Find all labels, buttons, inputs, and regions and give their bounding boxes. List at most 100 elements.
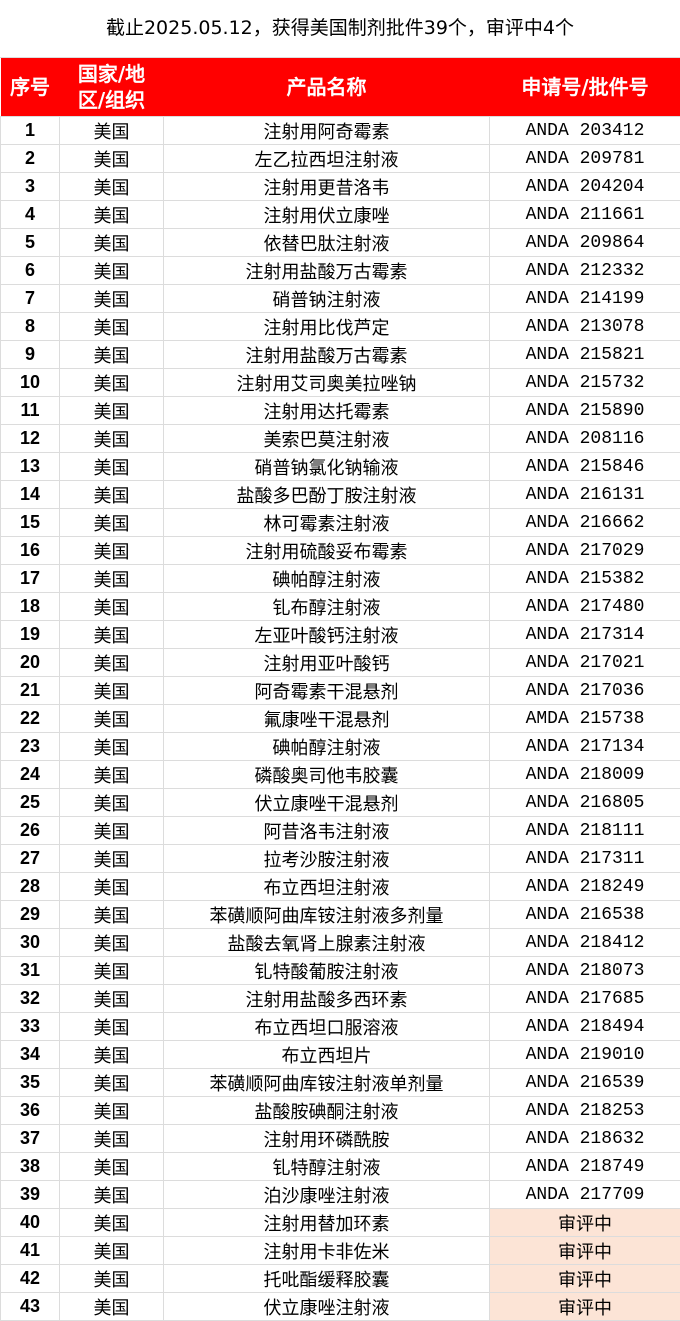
row-country: 美国 <box>60 1209 164 1237</box>
row-application: ANDA 218111 <box>490 817 680 845</box>
row-application: ANDA 218253 <box>490 1097 680 1125</box>
row-application: ANDA 216662 <box>490 509 680 537</box>
row-index: 8 <box>1 313 60 341</box>
row-country: 美国 <box>60 201 164 229</box>
row-country: 美国 <box>60 649 164 677</box>
row-application: ANDA 217134 <box>490 733 680 761</box>
row-country: 美国 <box>60 901 164 929</box>
row-product: 盐酸多巴酚丁胺注射液 <box>164 481 490 509</box>
row-country: 美国 <box>60 425 164 453</box>
row-country: 美国 <box>60 1013 164 1041</box>
row-index: 28 <box>1 873 60 901</box>
row-product: 硝普钠注射液 <box>164 285 490 313</box>
row-index: 15 <box>1 509 60 537</box>
row-index: 2 <box>1 145 60 173</box>
row-application: ANDA 215382 <box>490 565 680 593</box>
row-product: 依替巴肽注射液 <box>164 229 490 257</box>
row-product: 注射用阿奇霉素 <box>164 117 490 145</box>
row-country: 美国 <box>60 705 164 733</box>
row-index: 11 <box>1 397 60 425</box>
row-index: 3 <box>1 173 60 201</box>
row-product: 苯磺顺阿曲库铵注射液多剂量 <box>164 901 490 929</box>
row-index: 42 <box>1 1265 60 1293</box>
row-index: 12 <box>1 425 60 453</box>
row-application: ANDA 215890 <box>490 397 680 425</box>
row-country: 美国 <box>60 677 164 705</box>
row-application: ANDA 217480 <box>490 593 680 621</box>
row-country: 美国 <box>60 341 164 369</box>
row-index: 40 <box>1 1209 60 1237</box>
row-country: 美国 <box>60 845 164 873</box>
row-product: 注射用盐酸万古霉素 <box>164 341 490 369</box>
row-product: 林可霉素注射液 <box>164 509 490 537</box>
row-product: 硝普钠氯化钠输液 <box>164 453 490 481</box>
row-index: 39 <box>1 1181 60 1209</box>
row-country: 美国 <box>60 789 164 817</box>
row-application: 审评中 <box>490 1293 680 1321</box>
row-product: 磷酸奥司他韦胶囊 <box>164 761 490 789</box>
row-product: 钆特醇注射液 <box>164 1153 490 1181</box>
row-application: ANDA 217021 <box>490 649 680 677</box>
row-index: 29 <box>1 901 60 929</box>
row-index: 23 <box>1 733 60 761</box>
row-index: 16 <box>1 537 60 565</box>
row-country: 美国 <box>60 761 164 789</box>
row-index: 18 <box>1 593 60 621</box>
row-country: 美国 <box>60 1237 164 1265</box>
row-product: 阿昔洛韦注射液 <box>164 817 490 845</box>
row-country: 美国 <box>60 733 164 761</box>
row-index: 32 <box>1 985 60 1013</box>
row-product: 布立西坦片 <box>164 1041 490 1069</box>
row-application: ANDA 213078 <box>490 313 680 341</box>
row-index: 33 <box>1 1013 60 1041</box>
row-index: 36 <box>1 1097 60 1125</box>
row-product: 伏立康唑注射液 <box>164 1293 490 1321</box>
row-application: ANDA 208116 <box>490 425 680 453</box>
row-country: 美国 <box>60 481 164 509</box>
row-product: 伏立康唑干混悬剂 <box>164 789 490 817</box>
row-product: 托吡酯缓释胶囊 <box>164 1265 490 1293</box>
row-application: ANDA 218412 <box>490 929 680 957</box>
row-application: ANDA 218249 <box>490 873 680 901</box>
row-product: 苯磺顺阿曲库铵注射液单剂量 <box>164 1069 490 1097</box>
row-index: 30 <box>1 929 60 957</box>
row-product: 盐酸胺碘酮注射液 <box>164 1097 490 1125</box>
row-index: 4 <box>1 201 60 229</box>
row-application: ANDA 218009 <box>490 761 680 789</box>
row-index: 41 <box>1 1237 60 1265</box>
row-product: 注射用亚叶酸钙 <box>164 649 490 677</box>
row-index: 10 <box>1 369 60 397</box>
row-country: 美国 <box>60 1293 164 1321</box>
row-country: 美国 <box>60 369 164 397</box>
row-application: ANDA 218073 <box>490 957 680 985</box>
row-application: ANDA 217311 <box>490 845 680 873</box>
row-application: ANDA 218749 <box>490 1153 680 1181</box>
row-application: AMDA 215738 <box>490 705 680 733</box>
row-country: 美国 <box>60 1125 164 1153</box>
row-product: 注射用卡非佐米 <box>164 1237 490 1265</box>
row-product: 注射用比伐芦定 <box>164 313 490 341</box>
row-country: 美国 <box>60 621 164 649</box>
row-country: 美国 <box>60 173 164 201</box>
row-application: ANDA 216805 <box>490 789 680 817</box>
row-product: 布立西坦注射液 <box>164 873 490 901</box>
row-country: 美国 <box>60 285 164 313</box>
row-application: 审评中 <box>490 1209 680 1237</box>
